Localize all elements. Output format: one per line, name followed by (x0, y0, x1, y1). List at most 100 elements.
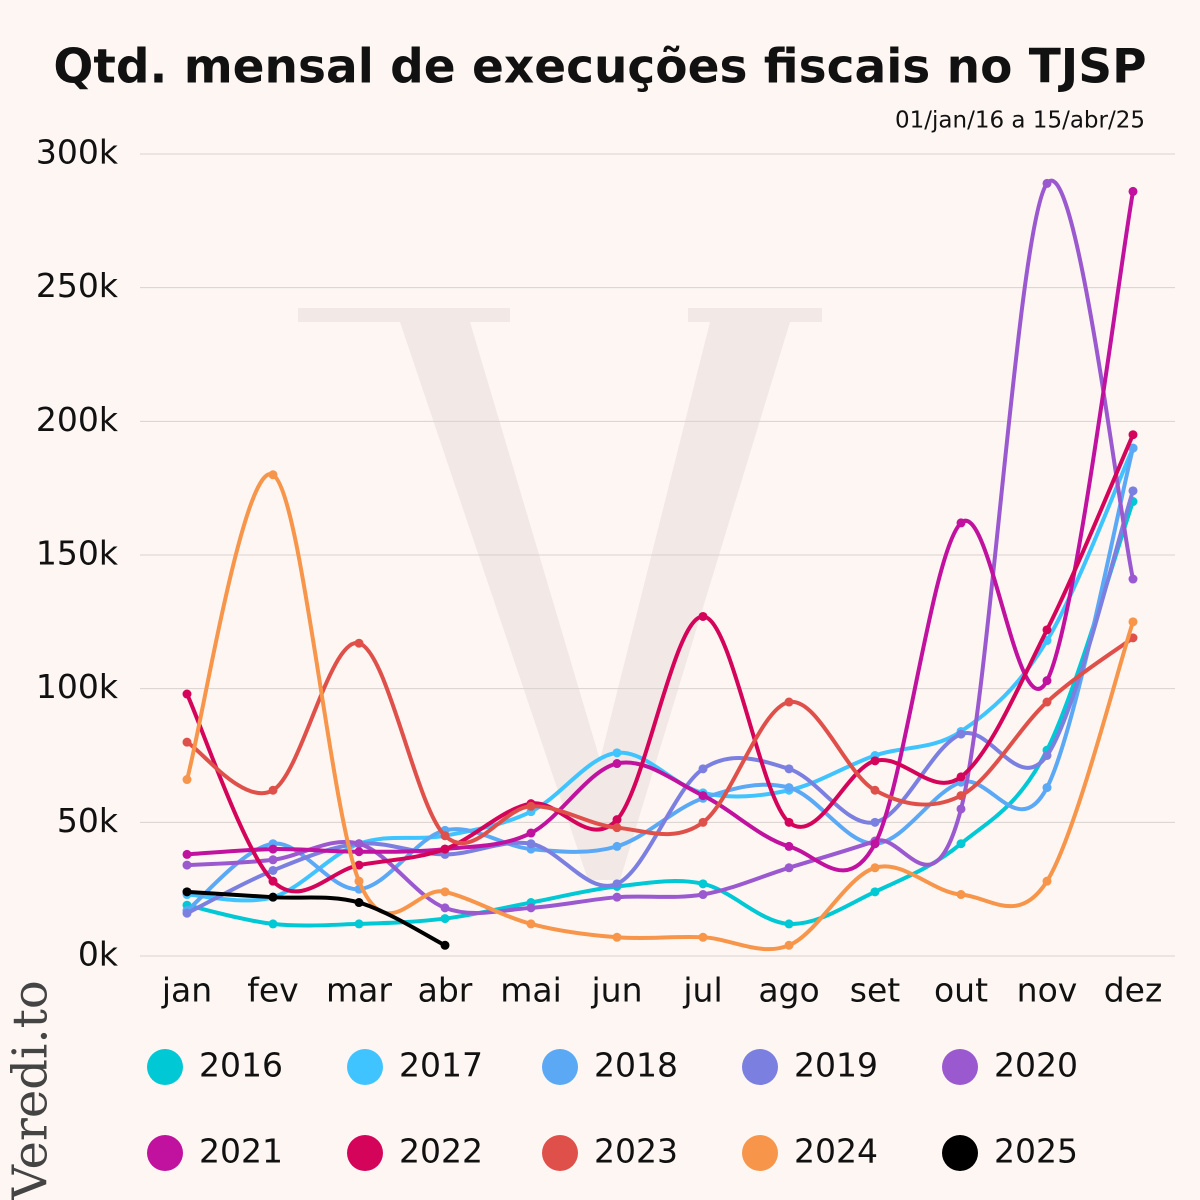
data-point (182, 849, 192, 859)
data-point (870, 863, 880, 873)
data-point (784, 919, 794, 929)
x-tick-label: set (850, 971, 900, 1010)
y-tick-label: 0k (78, 935, 119, 974)
data-point (182, 737, 192, 747)
data-point (784, 764, 794, 774)
x-tick-label: abr (418, 971, 473, 1010)
data-point (956, 518, 966, 528)
chart-subtitle: 01/jan/16 a 15/abr/25 (895, 108, 1145, 134)
data-point (182, 775, 192, 785)
data-point (1128, 574, 1138, 584)
data-point (698, 764, 708, 774)
data-point (612, 841, 622, 851)
data-point (1128, 486, 1138, 496)
data-point (182, 908, 192, 918)
data-point (354, 898, 364, 908)
data-point (956, 729, 966, 739)
data-point (870, 817, 880, 827)
data-point (956, 804, 966, 814)
series-line (185, 189, 1135, 873)
data-point (956, 890, 966, 900)
y-tick-label: 150k (36, 534, 119, 573)
data-point (784, 697, 794, 707)
y-tick-label: 50k (57, 801, 119, 840)
legend-swatch (147, 1135, 183, 1171)
data-point (612, 932, 622, 942)
data-point (440, 903, 450, 913)
data-point (612, 892, 622, 902)
data-point (1042, 625, 1052, 635)
data-point (354, 876, 364, 886)
data-point (870, 785, 880, 795)
data-point (1128, 617, 1138, 627)
data-point (956, 839, 966, 849)
x-tick-label: mai (500, 971, 562, 1010)
legend-swatch (347, 1049, 383, 1085)
data-point (268, 855, 278, 865)
data-point (268, 865, 278, 875)
legend-swatch (542, 1135, 578, 1171)
data-point (440, 831, 450, 841)
data-point (1042, 178, 1052, 188)
data-point (784, 817, 794, 827)
legend-label: 2016 (199, 1046, 283, 1085)
data-point (268, 470, 278, 480)
x-tick-label: dez (1104, 971, 1163, 1010)
data-point (956, 791, 966, 801)
data-point (1042, 697, 1052, 707)
data-point (612, 759, 622, 769)
x-tick-label: jul (682, 971, 722, 1010)
data-point (354, 839, 364, 849)
legend-label: 2020 (994, 1046, 1078, 1085)
brand: Veredi.to (3, 980, 59, 1200)
data-point (440, 844, 450, 854)
legend-swatch (942, 1135, 978, 1171)
legend-label: 2025 (994, 1132, 1078, 1171)
data-point (1128, 186, 1138, 196)
data-point (870, 887, 880, 897)
data-point (698, 817, 708, 827)
legend-swatch (542, 1049, 578, 1085)
x-tick-label: nov (1017, 971, 1078, 1010)
data-point (182, 860, 192, 870)
data-point (698, 932, 708, 942)
data-point (698, 611, 708, 621)
data-point (784, 863, 794, 873)
data-point (440, 940, 450, 950)
watermark (298, 308, 822, 880)
data-point (612, 823, 622, 833)
data-point (354, 847, 364, 857)
data-point (612, 879, 622, 889)
data-point (354, 860, 364, 870)
series-line (185, 432, 1135, 894)
data-point (612, 815, 622, 825)
data-point (526, 919, 536, 929)
data-point (440, 914, 450, 924)
legend-swatch (347, 1135, 383, 1171)
y-tick-label: 250k (36, 266, 119, 305)
x-tick-label: fev (247, 971, 298, 1010)
series-line (185, 889, 447, 948)
legend-swatch (942, 1049, 978, 1085)
legend-label: 2023 (594, 1132, 678, 1171)
data-point (784, 841, 794, 851)
data-point (784, 940, 794, 950)
legend-label: 2017 (399, 1046, 483, 1085)
x-tick-label: jan (161, 971, 212, 1010)
data-point (526, 903, 536, 913)
data-point (526, 801, 536, 811)
data-point (870, 756, 880, 766)
y-tick-label: 100k (36, 667, 119, 706)
data-point (526, 828, 536, 838)
legend-swatch (742, 1135, 778, 1171)
x-tick-label: mar (326, 971, 392, 1010)
legend-swatch (742, 1049, 778, 1085)
data-point (698, 890, 708, 900)
data-point (784, 783, 794, 793)
x-tick-label: ago (758, 971, 819, 1010)
data-point (1042, 783, 1052, 793)
data-point (1042, 876, 1052, 886)
data-point (870, 839, 880, 849)
data-point (440, 887, 450, 897)
